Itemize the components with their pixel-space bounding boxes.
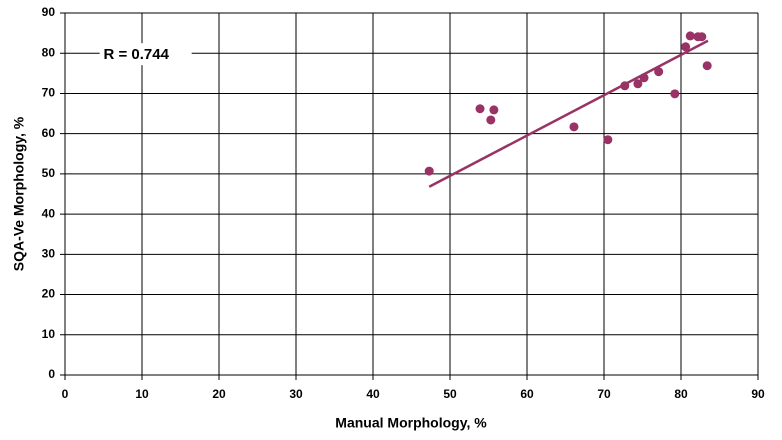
y-tick-label: 80	[42, 45, 56, 59]
point	[685, 31, 695, 41]
x-tick-label: 0	[62, 387, 69, 401]
x-tick-label: 90	[751, 387, 765, 401]
y-tick-label: 90	[42, 5, 56, 19]
point	[654, 67, 664, 77]
y-tick-label: 10	[42, 327, 56, 341]
x-tick-label: 50	[443, 387, 457, 401]
x-tick-label: 80	[674, 387, 688, 401]
x-tick-label: 60	[520, 387, 534, 401]
point	[670, 89, 680, 99]
y-axis-label: SQA-Ve Morphology, %	[11, 116, 27, 271]
x-tick-label: 70	[597, 387, 611, 401]
x-tick-label: 10	[135, 387, 149, 401]
point	[620, 81, 630, 91]
y-tick-label: 20	[42, 287, 56, 301]
x-axis-label: Manual Morphology, %	[335, 415, 487, 431]
y-tick-label: 0	[48, 367, 55, 381]
point	[424, 166, 434, 176]
trendline	[428, 39, 709, 188]
y-tick-label: 60	[42, 126, 56, 140]
point	[697, 32, 707, 42]
point	[489, 105, 499, 115]
annotation-bg	[99, 43, 192, 66]
point	[633, 79, 643, 89]
point	[486, 115, 496, 125]
y-tick-label: 70	[42, 86, 56, 100]
x-tick-label: 20	[212, 387, 226, 401]
point	[569, 122, 579, 132]
y-tick-label: 30	[42, 247, 56, 261]
point	[475, 104, 485, 114]
y-tick-label: 50	[42, 166, 56, 180]
y-tick-label: 40	[42, 206, 56, 220]
point	[639, 73, 649, 83]
x-tick-label: 30	[289, 387, 303, 401]
point	[681, 42, 691, 52]
point	[603, 135, 613, 145]
x-tick-label: 40	[366, 387, 380, 401]
point	[702, 61, 712, 71]
annotation: R = 0.744	[104, 46, 170, 63]
